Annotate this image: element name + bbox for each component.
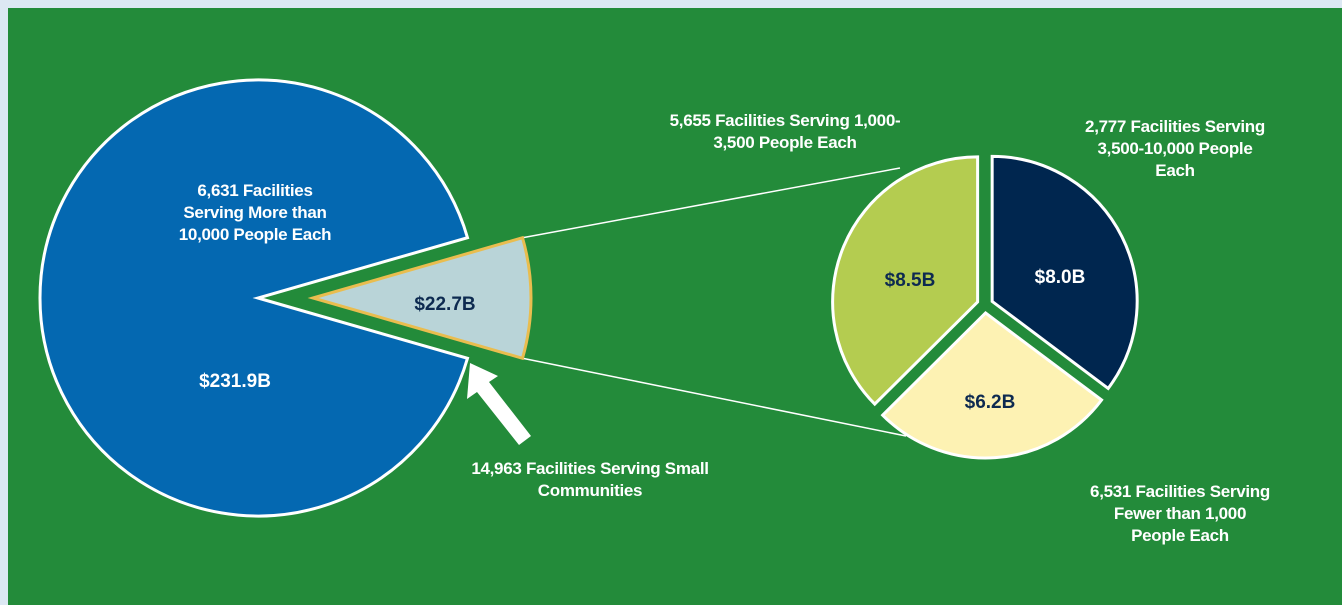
pie-slice: [880, 311, 1104, 460]
connector-line: [522, 167, 901, 239]
slice-label: 14,963 Facilities Serving Small Communit…: [471, 459, 709, 500]
slice-label: 2,777 Facilities Serving 3,500-10,000 Pe…: [1085, 117, 1265, 180]
value-label: $6.2B: [964, 392, 1016, 413]
arrow: [467, 363, 531, 445]
pie-slice: [307, 235, 533, 361]
pie-slice: [38, 78, 470, 518]
pie-slice: [831, 155, 980, 407]
pies: [38, 78, 1139, 518]
value-label: $8.5B: [884, 270, 936, 291]
value-label: $22.7B: [414, 294, 476, 315]
slice-label: 6,631 Facilities Serving More than 10,00…: [178, 181, 332, 244]
slice-label: 5,655 Facilities Serving 1,000-3,500 Peo…: [669, 111, 901, 152]
value-label: $8.0B: [1034, 267, 1086, 288]
connectors: [522, 167, 907, 437]
connector-line: [522, 357, 907, 437]
chart: [38, 78, 1139, 518]
pie-slice: [990, 154, 1139, 391]
slice-label: 6,531 Facilities Serving Fewer than 1,00…: [1090, 482, 1270, 545]
value-label: $231.9B: [199, 371, 271, 392]
chart-area: 6,631 Facilities Serving More than 10,00…: [8, 8, 1342, 605]
